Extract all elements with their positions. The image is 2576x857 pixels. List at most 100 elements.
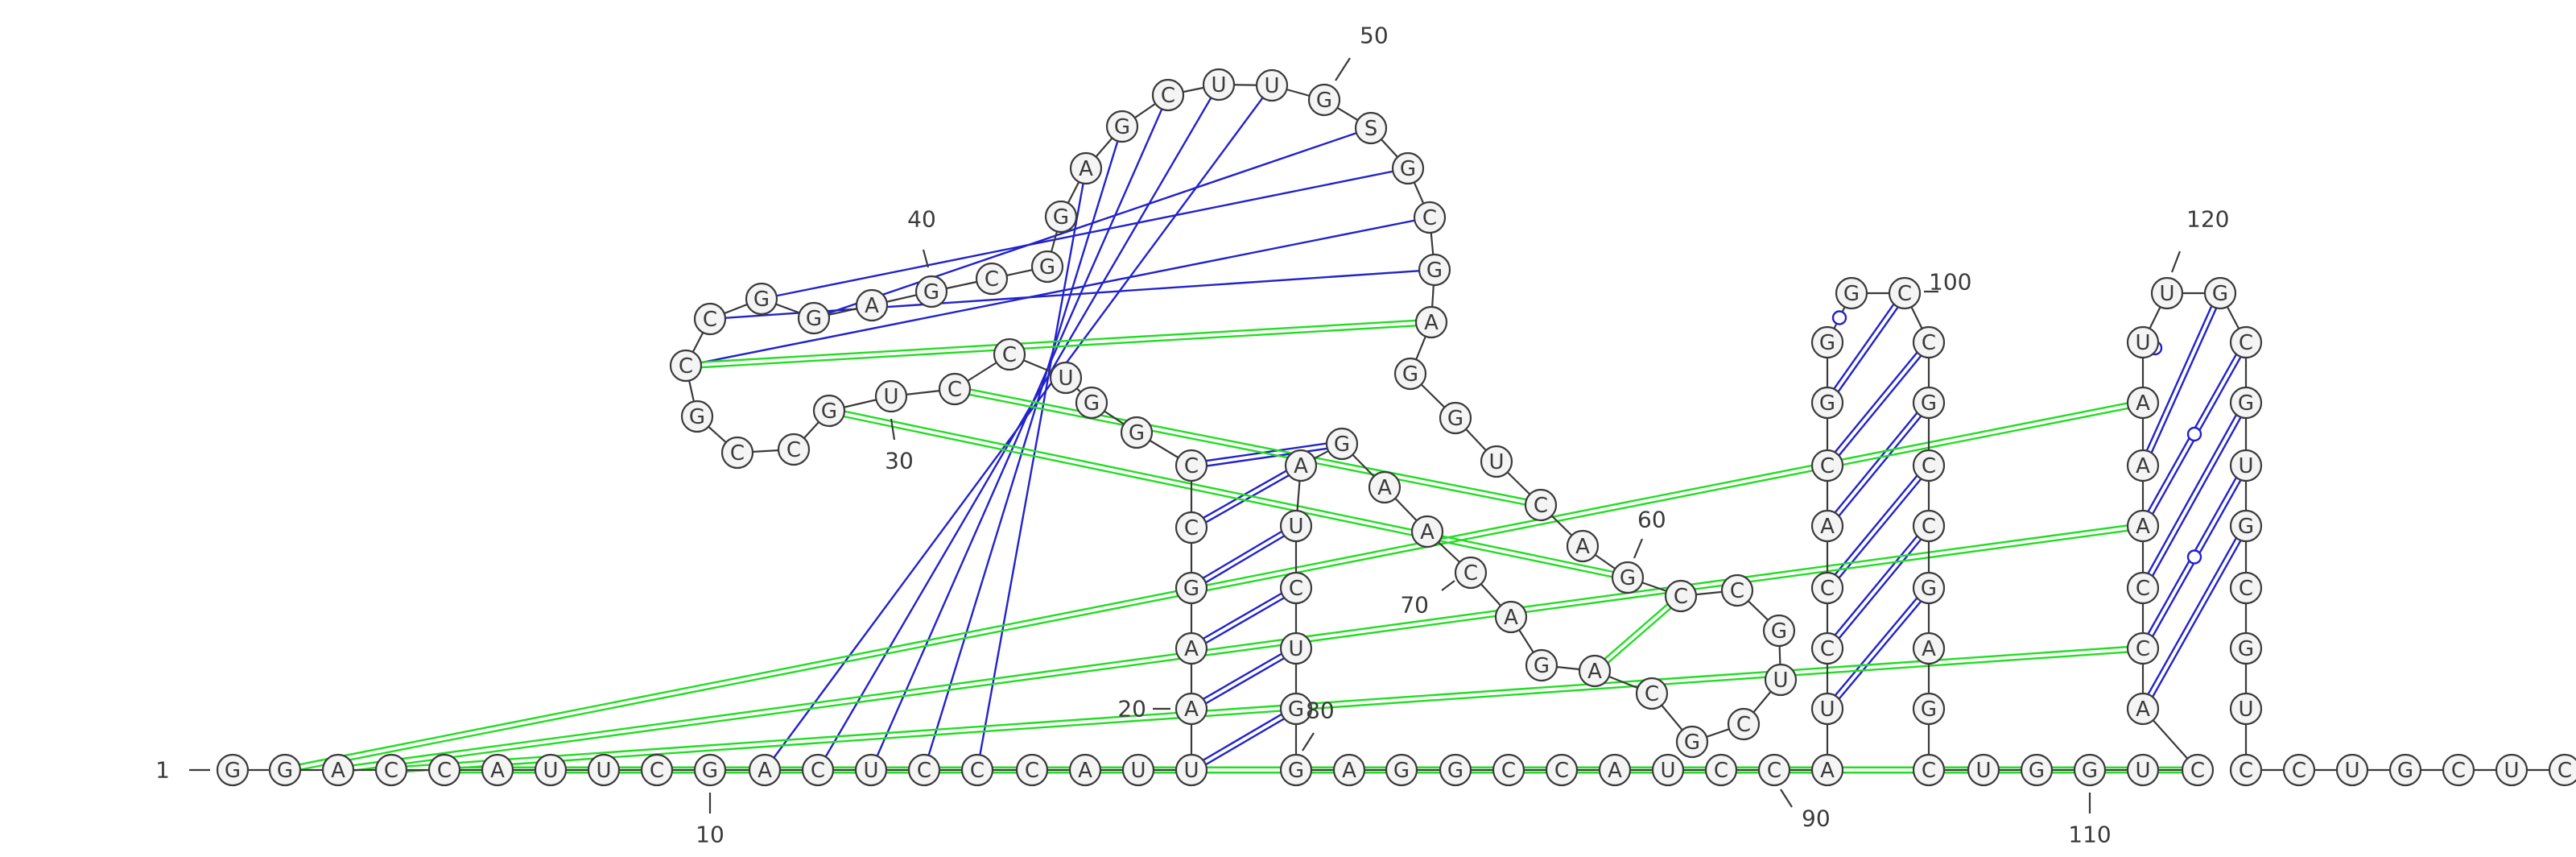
pseudoknot-pair-line: [829, 407, 1629, 577]
nucleotide-15: C: [960, 753, 994, 787]
nucleotide-116: A: [2126, 509, 2160, 543]
nucleotide-35: C: [669, 349, 703, 383]
nucleotide-letter: G: [689, 405, 705, 429]
nucleotide-32: C: [777, 433, 811, 466]
nucleotide-25: G: [1120, 416, 1154, 449]
base-pair-line: [1824, 524, 1928, 648]
nucleotide-52: C: [1413, 201, 1447, 234]
nucleotide-letter: C: [2239, 331, 2253, 355]
backbone-lines: [233, 83, 2576, 772]
position-labels: 1102030405060708090100110120130: [155, 23, 2229, 848]
nucleotide-83: G: [1439, 753, 1472, 787]
nucleotide-130: C: [2282, 753, 2316, 787]
nucleotide-108: U: [1967, 753, 2000, 787]
nucleotide-letter: G: [1316, 89, 1332, 113]
nucleotide-2: G: [268, 753, 302, 787]
nucleotide-67: C: [1635, 677, 1669, 710]
nucleotide-68: A: [1578, 654, 1612, 688]
nucleotide-letter: G: [2082, 759, 2098, 783]
nucleotide-59: A: [1566, 529, 1600, 563]
nucleotide-letter: G: [1084, 391, 1100, 416]
nucleotide-letter: C: [985, 267, 999, 292]
nucleotide-letter: G: [1393, 759, 1410, 783]
nucleotides: G G A C C A U U C G A C U C C C A U UAAGCCGGUCCUGCCGCCGGAG…: [216, 68, 2576, 787]
pseudoknot-pair-line: [686, 323, 1432, 370]
nucleotide-letter: U: [1819, 698, 1835, 722]
nucleotide-letter: C: [1922, 515, 1936, 539]
nucleotide-19: U: [1174, 753, 1208, 787]
nucleotide-87: U: [1651, 753, 1685, 787]
nucleotide-13: U: [854, 753, 888, 787]
nucleotide-letter: C: [811, 759, 825, 783]
nucleotide-letter: C: [786, 438, 801, 462]
position-number-70: 70: [1400, 592, 1429, 619]
pseudoknot-pair-line: [338, 527, 2144, 774]
nucleotide-letter: C: [970, 759, 985, 783]
nucleotide-1: G: [216, 753, 250, 787]
long-range-pair-line: [813, 126, 1372, 320]
position-number-60: 60: [1637, 507, 1666, 533]
pseudoknot-pair-line: [391, 649, 2144, 774]
nucleotide-50: S: [1354, 111, 1388, 145]
pseudoknot-pair-line: [284, 399, 2143, 769]
nucleotide-letter: A: [1424, 311, 1439, 335]
nucleotide-letter: C: [1922, 454, 1936, 478]
nucleotide-letter: A: [1377, 476, 1392, 500]
nucleotide-letter: U: [2504, 759, 2519, 783]
position-number-80: 80: [1306, 698, 1335, 724]
nucleotide-letter: U: [883, 385, 898, 409]
nucleotide-letter: A: [1079, 157, 1093, 181]
nucleotide-11: A: [748, 753, 782, 787]
base-pair-line: [2144, 526, 2249, 711]
nucleotide-51: G: [1391, 151, 1425, 185]
nucleotide-letter: G: [225, 759, 241, 783]
nucleotide-124: U: [2229, 449, 2263, 482]
nucleotide-131: U: [2335, 753, 2369, 787]
nucleotide-69: G: [1525, 648, 1558, 682]
wobble-pair-marker: [1831, 310, 1847, 325]
nucleotide-48: U: [1255, 68, 1289, 102]
base-pair-line: [1189, 523, 1295, 587]
nucleotide-letter: C: [1184, 516, 1199, 540]
nucleotide-26: G: [1075, 386, 1108, 420]
nucleotide-letter: G: [1684, 731, 1700, 755]
position-tick: [1780, 789, 1793, 808]
nucleotide-letter: C: [2451, 759, 2466, 783]
nucleotide-letter: C: [2136, 577, 2150, 601]
base-pair-line: [1824, 340, 1928, 465]
nucleotide-letter: C: [1767, 759, 1781, 783]
nucleotide-127: G: [2229, 631, 2263, 665]
position-number-40: 40: [907, 206, 936, 233]
position-tick: [1302, 732, 1315, 751]
nucleotide-103: C: [1912, 509, 1946, 543]
nucleotide-121: G: [2203, 276, 2237, 310]
nucleotide-letter: G: [1129, 421, 1145, 445]
nucleotide-letter: G: [1053, 205, 1069, 230]
nucleotide-letter: G: [1921, 391, 1937, 416]
nucleotide-126: C: [2229, 571, 2263, 605]
long-range-pair-line: [685, 216, 1430, 367]
nucleotide-55: G: [1393, 357, 1427, 391]
nucleotide-56: G: [1439, 401, 1472, 435]
nucleotide-118: A: [2126, 386, 2160, 420]
nucleotide-letter: G: [702, 759, 718, 783]
nucleotide-letter: G: [1843, 282, 1860, 306]
nucleotide-letter: C: [1674, 585, 1688, 609]
base-pair-line: [1824, 586, 1928, 708]
base-pair-line: [1191, 466, 1303, 531]
nucleotide-34: G: [680, 400, 714, 433]
wobble-pair-marker: [2186, 549, 2202, 565]
nucleotide-63: G: [1762, 614, 1796, 648]
nucleotide-letter: C: [2557, 759, 2572, 783]
nucleotide-105: A: [1912, 631, 1946, 665]
nucleotide-letter: A: [1342, 759, 1356, 783]
nucleotide-letter: G: [1620, 566, 1636, 590]
nucleotide-letter: U: [1288, 515, 1303, 539]
nucleotide-115: C: [2126, 571, 2160, 605]
base-pair-lines: [284, 84, 2249, 774]
base-pair-line: [2139, 292, 2219, 466]
position-number-100: 100: [1929, 269, 1971, 296]
nucleotide-133: C: [2442, 753, 2475, 787]
nucleotide-92: C: [1810, 631, 1844, 665]
pseudoknot-pair-line: [1592, 593, 1680, 670]
